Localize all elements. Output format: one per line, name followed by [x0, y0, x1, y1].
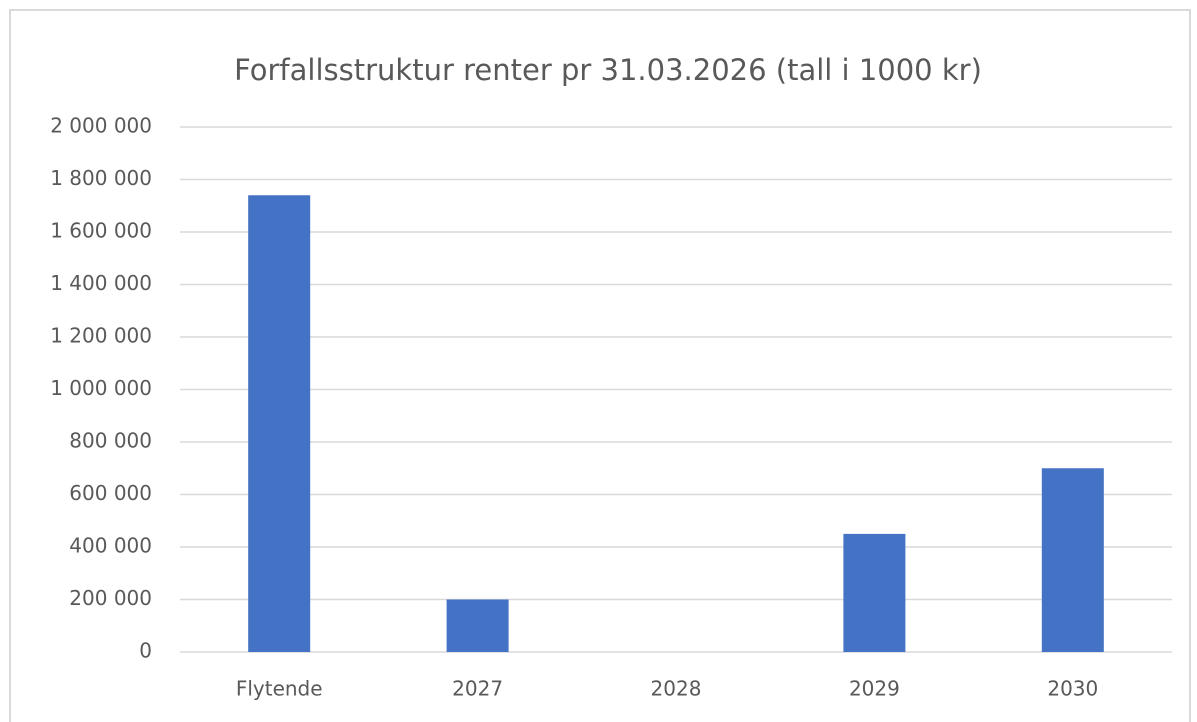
y-tick-label: 200 000: [69, 586, 152, 610]
x-tick-label: 2027: [452, 677, 503, 701]
chart-border: [9, 9, 1191, 722]
chart-title: Forfallsstruktur renter pr 31.03.2026 (t…: [234, 53, 982, 87]
y-tick-label: 1 200 000: [50, 324, 152, 348]
y-tick-label: 1 600 000: [50, 219, 152, 243]
bar: [248, 195, 311, 652]
x-tick-label: 2030: [1047, 677, 1098, 701]
y-tick-label: 1 400 000: [50, 271, 152, 295]
y-tick-label: 1 000 000: [50, 376, 152, 400]
y-tick-label: 600 000: [69, 481, 152, 505]
x-tick-label: 2029: [849, 677, 900, 701]
x-tick-label: 2028: [651, 677, 702, 701]
bar: [843, 533, 906, 652]
bar: [446, 599, 509, 652]
y-tick-label: 400 000: [69, 534, 152, 558]
y-tick-label: 0: [139, 639, 152, 663]
y-tick-label: 800 000: [69, 429, 152, 453]
y-tick-label: 2 000 000: [50, 114, 152, 138]
y-tick-label: 1 800 000: [50, 166, 152, 190]
bar: [1041, 468, 1104, 652]
x-tick-label: Flytende: [236, 677, 323, 701]
